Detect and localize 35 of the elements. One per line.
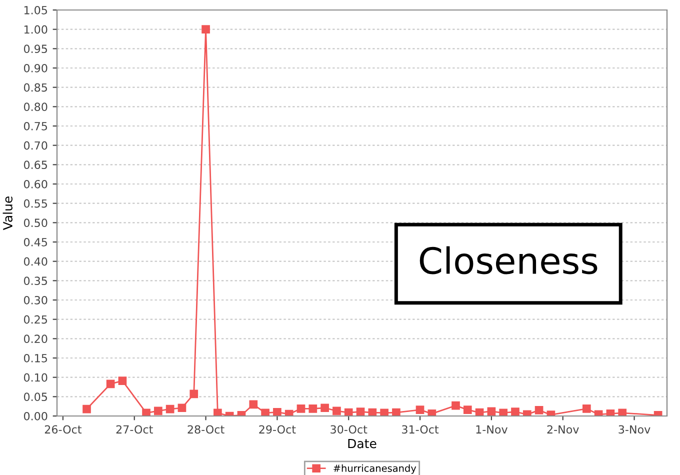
y-tick-label: 0.45: [24, 238, 47, 246]
y-tick-label: 0.05: [24, 392, 47, 402]
x-tick-label: 26-Oct: [44, 425, 82, 434]
x-tick-label: 29-Oct: [259, 425, 296, 434]
y-axis-title: Value: [2, 196, 12, 230]
y-tick-label: 0.15: [24, 354, 47, 362]
x-tick-label: 30-Oct: [330, 425, 368, 434]
y-tick-label: 0.65: [24, 160, 47, 170]
x-axis-title: Date: [348, 438, 376, 448]
y-tick-label: 0.90: [24, 64, 48, 72]
y-tick-label: 0.55: [24, 199, 47, 208]
y-tick-label: 1.00: [24, 25, 48, 34]
x-tick-label: 31-Oct: [402, 425, 439, 434]
x-tick-label: 1-Nov: [476, 425, 508, 434]
y-tick-label: 0.20: [24, 334, 48, 344]
y-tick-label: 0.80: [24, 102, 48, 112]
y-tick-label: 0.60: [24, 180, 48, 188]
y-tick-label: 0.35: [24, 276, 47, 286]
y-tick-label: 0.25: [24, 315, 47, 324]
y-tick-label: 0.00: [24, 412, 48, 420]
y-tick-label: 0.30: [24, 296, 48, 304]
y-tick-label: 0.75: [24, 122, 47, 130]
y-tick-label: 0.70: [24, 141, 48, 150]
x-tick-label: 27-Oct: [116, 425, 153, 434]
legend-label: #hurricanesandy: [334, 464, 416, 474]
x-tick-label: 2-Nov: [547, 425, 579, 434]
x-tick-label: 28-Oct: [188, 425, 224, 434]
y-tick-label: 0.40: [24, 257, 48, 266]
y-tick-label: 0.85: [24, 83, 47, 92]
y-tick-label: 0.10: [24, 373, 48, 382]
x-tick-label: 3-Nov: [618, 425, 650, 434]
y-tick-label: 0.95: [24, 44, 47, 54]
annotation: Closeness: [420, 246, 598, 274]
y-tick-label: 1.05: [24, 6, 47, 14]
y-tick-label: 0.50: [24, 218, 48, 228]
